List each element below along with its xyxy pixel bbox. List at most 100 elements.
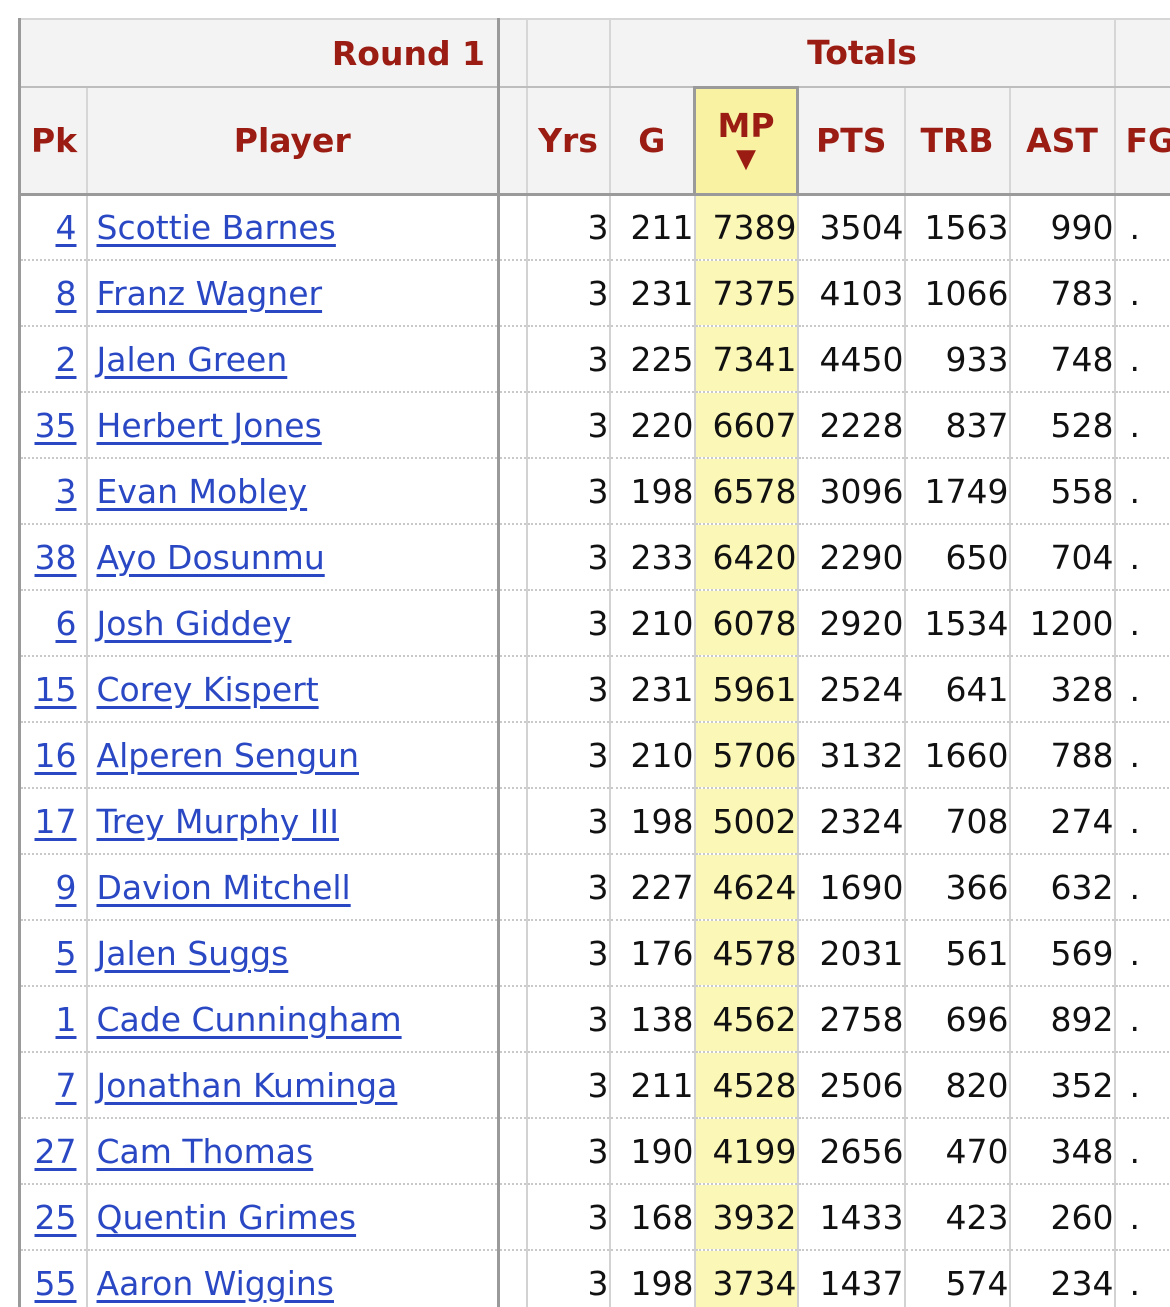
player-cell: Corey Kispert: [86, 656, 501, 723]
pts-cell: 2324: [797, 788, 906, 855]
table-row: 55 Aaron Wiggins 3 198 3734 1437 574 234.: [18, 1250, 1170, 1307]
pick-link[interactable]: 16: [34, 735, 77, 775]
player-link[interactable]: Jonathan Kuminga: [96, 1065, 398, 1105]
pick-link[interactable]: 1: [55, 999, 77, 1039]
trb-cell: 820: [904, 1052, 1011, 1119]
g-cell: 220: [609, 392, 696, 459]
table-row: 25 Quentin Grimes 3 168 3932 1433 423 260.: [18, 1184, 1170, 1251]
player-link[interactable]: Cam Thomas: [96, 1131, 314, 1171]
g-cell: 176: [609, 920, 696, 987]
pick-link[interactable]: 15: [34, 669, 77, 709]
trb-cell: 1563: [904, 194, 1011, 261]
pk-cell: 35: [18, 392, 88, 459]
trb-cell: 1749: [904, 458, 1011, 525]
player-link[interactable]: Herbert Jones: [96, 405, 322, 445]
mp-cell: 6578: [694, 458, 799, 525]
table-row: 2 Jalen Green 3 225 7341 4450 933 748.: [18, 326, 1170, 393]
pick-link[interactable]: 17: [34, 801, 77, 841]
pts-cell: 2656: [797, 1118, 906, 1185]
pick-link[interactable]: 25: [34, 1197, 77, 1237]
player-cell: Cade Cunningham: [86, 986, 501, 1053]
ast-cell: 234: [1009, 1250, 1116, 1307]
player-link[interactable]: Josh Giddey: [96, 603, 292, 643]
mp-cell: 6078: [694, 590, 799, 657]
trb-cell: 696: [904, 986, 1011, 1053]
fg-cell: .: [1114, 722, 1170, 789]
yrs-cell: 3: [526, 722, 611, 789]
yrs-cell: 3: [526, 1118, 611, 1185]
player-link[interactable]: Ayo Dosunmu: [96, 537, 325, 577]
pk-cell: 4: [18, 194, 88, 261]
column-header-pts[interactable]: PTS: [797, 87, 906, 196]
pick-link[interactable]: 8: [55, 273, 77, 313]
pick-link[interactable]: 3: [55, 471, 77, 511]
pk-cell: 55: [18, 1250, 88, 1307]
pick-link[interactable]: 6: [55, 603, 77, 643]
mp-cell: 5002: [694, 788, 799, 855]
player-link[interactable]: Evan Mobley: [96, 471, 308, 511]
pts-cell: 1437: [797, 1250, 906, 1307]
spacer-cell: [498, 194, 528, 261]
group-header-round-1: Round 1: [18, 18, 501, 88]
g-cell: 190: [609, 1118, 696, 1185]
column-header-fg[interactable]: FG: [1114, 87, 1170, 196]
ast-cell: 274: [1009, 788, 1116, 855]
fg-cell: .: [1114, 854, 1170, 921]
ast-cell: 528: [1009, 392, 1116, 459]
player-link[interactable]: Davion Mitchell: [96, 867, 351, 907]
ast-cell: 558: [1009, 458, 1116, 525]
player-link[interactable]: Corey Kispert: [96, 669, 319, 709]
player-link[interactable]: Aaron Wiggins: [96, 1263, 334, 1303]
fg-cell: .: [1114, 656, 1170, 723]
pick-link[interactable]: 5: [55, 933, 77, 973]
table-row: 7 Jonathan Kuminga 3 211 4528 2506 820 352.: [18, 1052, 1170, 1119]
player-link[interactable]: Jalen Green: [96, 339, 288, 379]
pick-link[interactable]: 7: [55, 1065, 77, 1105]
column-header-yrs[interactable]: Yrs: [526, 87, 611, 196]
column-header-player[interactable]: Player: [86, 87, 501, 196]
yrs-cell: 3: [526, 854, 611, 921]
pick-link[interactable]: 27: [34, 1131, 77, 1171]
column-header-pk[interactable]: Pk: [18, 87, 88, 196]
player-link[interactable]: Trey Murphy III: [96, 801, 340, 841]
column-header-trb[interactable]: TRB: [904, 87, 1011, 196]
player-link[interactable]: Quentin Grimes: [96, 1197, 357, 1237]
yrs-cell: 3: [526, 1250, 611, 1307]
column-header-g[interactable]: G: [609, 87, 696, 196]
mp-cell: 6420: [694, 524, 799, 591]
trb-cell: 837: [904, 392, 1011, 459]
ast-cell: 348: [1009, 1118, 1116, 1185]
mp-cell: 4199: [694, 1118, 799, 1185]
player-link[interactable]: Franz Wagner: [96, 273, 323, 313]
pk-cell: 25: [18, 1184, 88, 1251]
player-link[interactable]: Jalen Suggs: [96, 933, 289, 973]
fg-cell: .: [1114, 590, 1170, 657]
g-cell: 225: [609, 326, 696, 393]
spacer-cell: [498, 590, 528, 657]
ast-cell: 632: [1009, 854, 1116, 921]
pick-link[interactable]: 2: [55, 339, 77, 379]
pts-cell: 2290: [797, 524, 906, 591]
pick-link[interactable]: 55: [34, 1263, 77, 1303]
pick-link[interactable]: 4: [55, 207, 77, 247]
pick-link[interactable]: 35: [34, 405, 77, 445]
spacer-cell: [498, 656, 528, 723]
pts-cell: 1433: [797, 1184, 906, 1251]
pick-link[interactable]: 9: [55, 867, 77, 907]
pk-cell: 6: [18, 590, 88, 657]
ast-cell: 990: [1009, 194, 1116, 261]
pick-link[interactable]: 38: [34, 537, 77, 577]
g-cell: 168: [609, 1184, 696, 1251]
trb-cell: 650: [904, 524, 1011, 591]
column-header-ast[interactable]: AST: [1009, 87, 1116, 196]
fg-cell: .: [1114, 524, 1170, 591]
column-header-spacer: [498, 87, 528, 196]
player-link[interactable]: Scottie Barnes: [96, 207, 336, 247]
draft-stats-table-container: Round 1 Totals Pk Player Yrs G MP ▼ PTS …: [18, 18, 1170, 1307]
player-link[interactable]: Alperen Sengun: [96, 735, 360, 775]
column-header-mp[interactable]: MP ▼: [693, 85, 800, 196]
player-link[interactable]: Cade Cunningham: [96, 999, 402, 1039]
player-cell: Herbert Jones: [86, 392, 501, 459]
g-cell: 138: [609, 986, 696, 1053]
table-row: 4 Scottie Barnes 3 211 7389 3504 1563 990.: [18, 194, 1170, 261]
